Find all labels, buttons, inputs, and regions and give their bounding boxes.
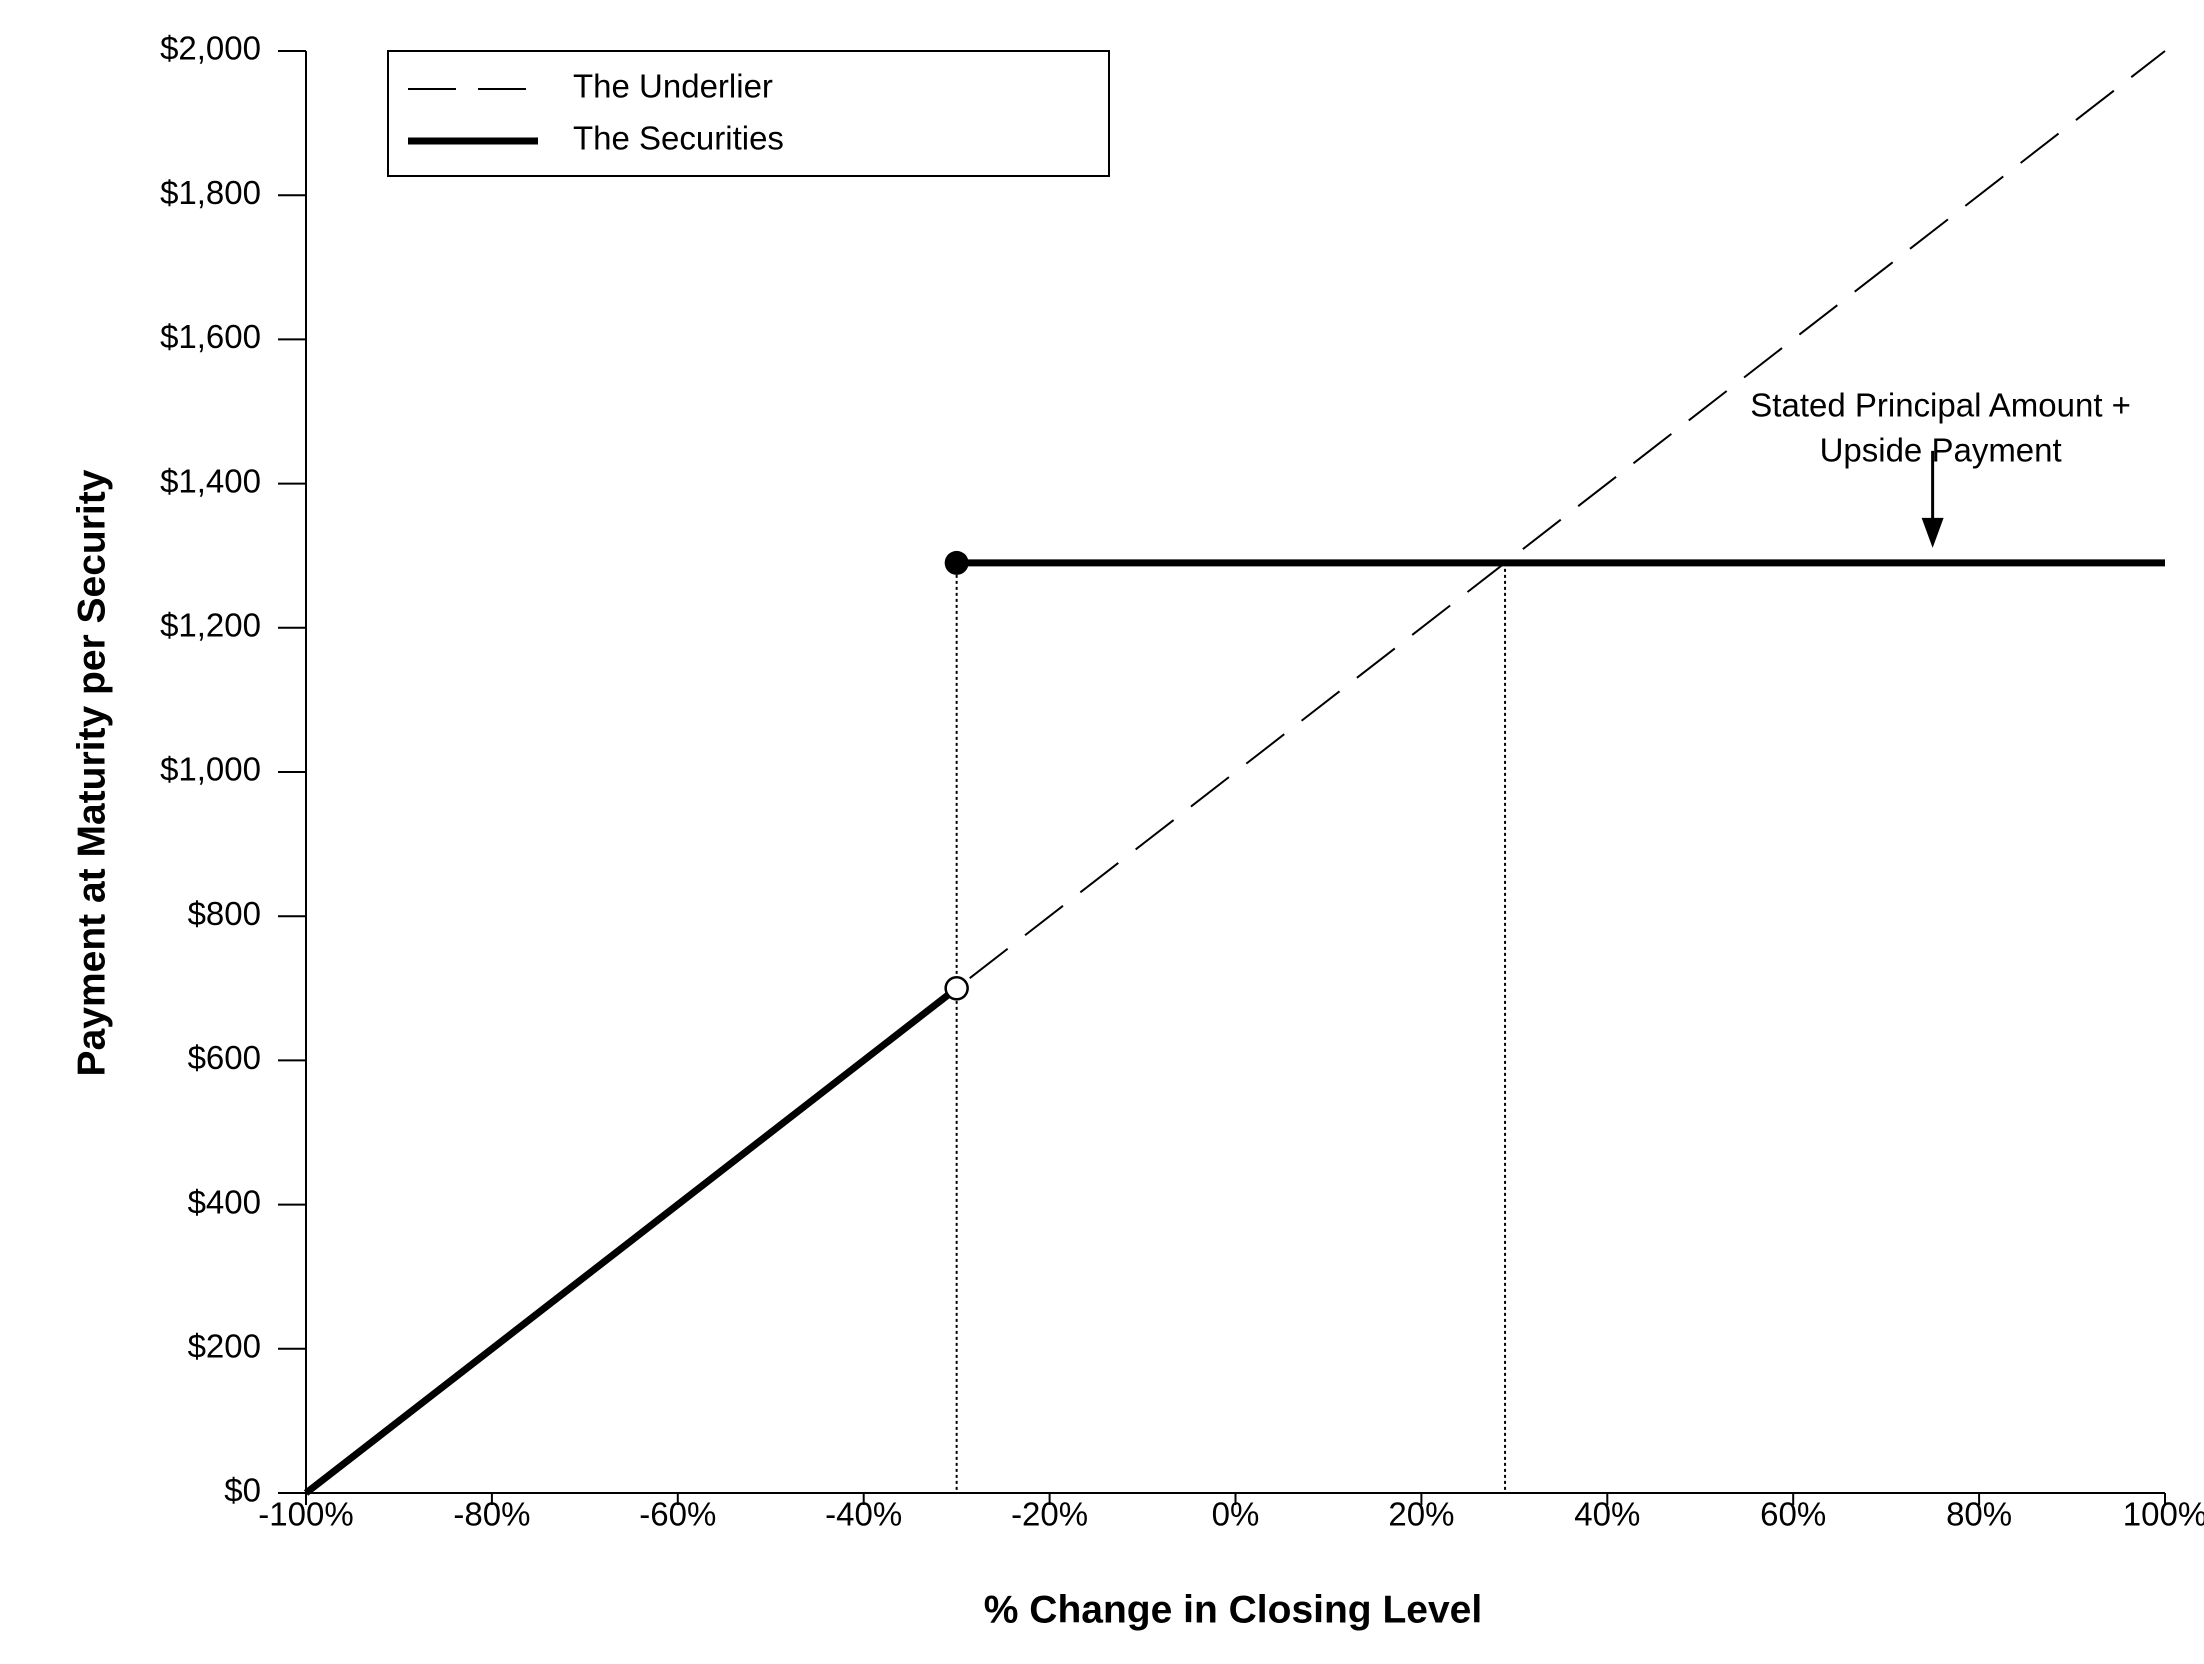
y-tick-label: $1,200: [160, 607, 261, 644]
x-tick-label: 60%: [1760, 1496, 1826, 1533]
x-tick-label: 40%: [1574, 1496, 1640, 1533]
y-tick-label: $1,600: [160, 318, 261, 355]
x-tick-label: -20%: [1011, 1496, 1088, 1533]
open-marker: [944, 976, 969, 1001]
y-tick-label: $1,400: [160, 462, 261, 499]
legend-label: The Underlier: [573, 68, 773, 105]
y-tick-label: $800: [188, 895, 261, 932]
y-axis-title: Payment at Maturity per Security: [70, 469, 113, 1076]
x-tick-label: 100%: [2123, 1496, 2204, 1533]
x-axis-title: % Change in Closing Level: [984, 1588, 1482, 1631]
y-tick-label: $400: [188, 1183, 261, 1220]
filled-marker: [944, 550, 969, 575]
y-tick-label: $200: [188, 1328, 261, 1365]
x-tick-label: -80%: [453, 1496, 530, 1533]
x-tick-label: -60%: [639, 1496, 716, 1533]
x-tick-label: 80%: [1946, 1496, 2012, 1533]
x-tick-label: 20%: [1388, 1496, 1454, 1533]
x-tick-label: -100%: [258, 1496, 353, 1533]
legend-label: The Securities: [573, 120, 784, 157]
legend-box: [387, 50, 1110, 177]
annotation-arrowhead: [1921, 517, 1944, 548]
y-tick-label: $0: [224, 1472, 261, 1509]
x-tick-label: -40%: [825, 1496, 902, 1533]
x-tick-label: 0%: [1212, 1496, 1260, 1533]
y-tick-label: $600: [188, 1039, 261, 1076]
annotation-text: Upside Payment: [1820, 432, 2062, 469]
series-line: [303, 559, 2165, 1496]
y-tick-label: $1,800: [160, 174, 261, 211]
y-tick-label: $1,000: [160, 751, 261, 788]
y-tick-label: $2,000: [160, 30, 261, 67]
annotation-text: Stated Principal Amount +: [1750, 387, 2131, 424]
